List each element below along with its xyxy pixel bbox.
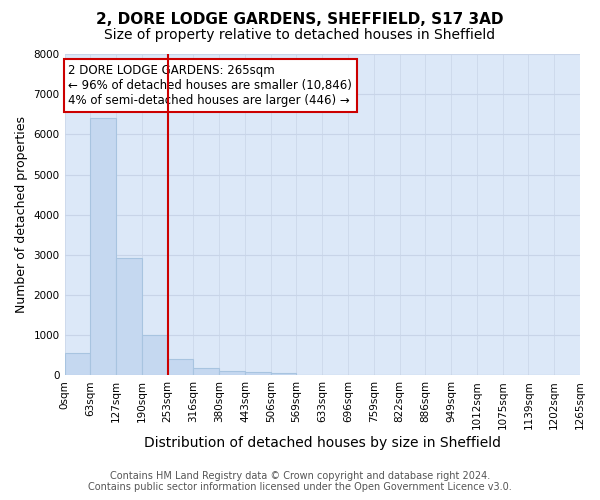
Bar — [91, 118, 116, 376]
Bar — [219, 372, 245, 376]
Text: 2 DORE LODGE GARDENS: 265sqm
← 96% of detached houses are smaller (10,846)
4% of: 2 DORE LODGE GARDENS: 265sqm ← 96% of de… — [68, 64, 352, 107]
Bar — [245, 372, 271, 376]
Bar — [167, 360, 193, 376]
X-axis label: Distribution of detached houses by size in Sheffield: Distribution of detached houses by size … — [144, 436, 501, 450]
Text: Contains HM Land Registry data © Crown copyright and database right 2024.
Contai: Contains HM Land Registry data © Crown c… — [88, 471, 512, 492]
Y-axis label: Number of detached properties: Number of detached properties — [15, 116, 28, 313]
Text: 2, DORE LODGE GARDENS, SHEFFIELD, S17 3AD: 2, DORE LODGE GARDENS, SHEFFIELD, S17 3A… — [96, 12, 504, 28]
Bar — [193, 368, 219, 376]
Bar — [116, 258, 142, 376]
Text: Size of property relative to detached houses in Sheffield: Size of property relative to detached ho… — [104, 28, 496, 42]
Bar — [65, 354, 91, 376]
Bar — [271, 374, 296, 376]
Bar — [142, 336, 167, 376]
